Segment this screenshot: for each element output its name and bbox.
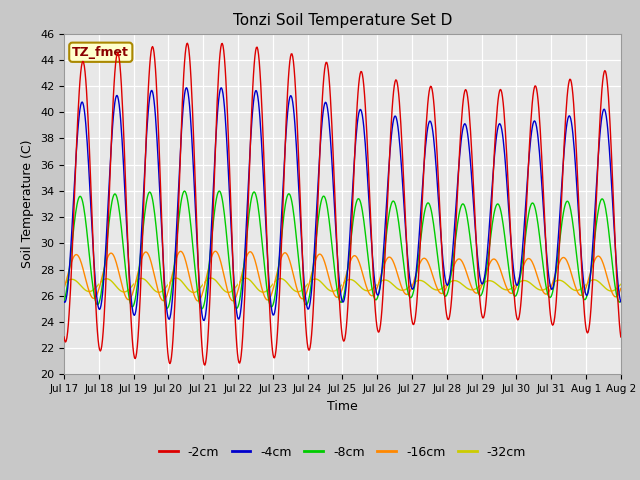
Legend: -2cm, -4cm, -8cm, -16cm, -32cm: -2cm, -4cm, -8cm, -16cm, -32cm xyxy=(154,441,531,464)
Text: TZ_fmet: TZ_fmet xyxy=(72,46,129,59)
Y-axis label: Soil Temperature (C): Soil Temperature (C) xyxy=(22,140,35,268)
Title: Tonzi Soil Temperature Set D: Tonzi Soil Temperature Set D xyxy=(233,13,452,28)
X-axis label: Time: Time xyxy=(327,400,358,413)
